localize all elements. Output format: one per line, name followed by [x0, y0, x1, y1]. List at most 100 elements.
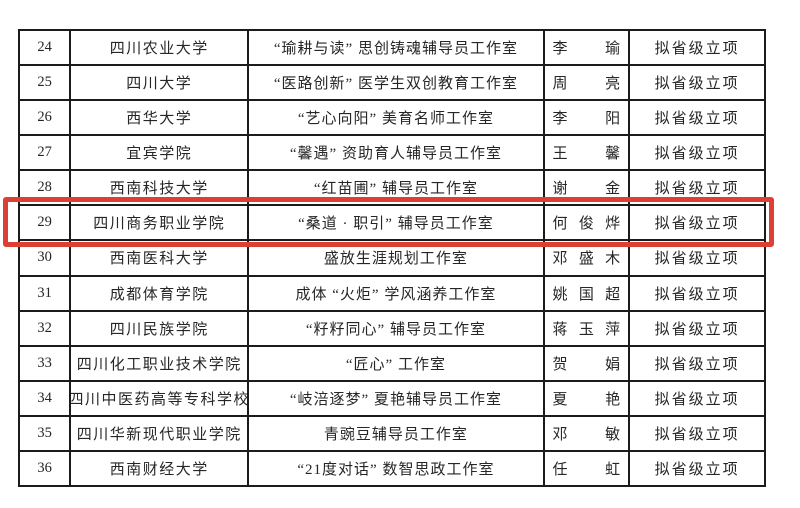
workshop-cell: “21度对话” 数智思政工作室	[249, 451, 543, 485]
workshop-name: “籽籽同心” 辅导员工作室	[305, 321, 486, 338]
row-number: 36	[37, 459, 52, 476]
workshop-cell: “籽籽同心” 辅导员工作室	[249, 311, 543, 345]
workshop-cell: “红苗圃” 辅导员工作室	[249, 171, 543, 205]
leader-name-char: 夏	[552, 391, 568, 408]
row-number-cell: 24	[20, 31, 70, 65]
leader-name-char: 盛	[578, 251, 594, 268]
status-label: 拟省级立项	[654, 391, 740, 408]
university-name: 四川农业大学	[109, 41, 209, 58]
row-number-cell: 31	[20, 276, 70, 310]
university-cell: 四川农业大学	[71, 31, 248, 65]
status-label: 拟省级立项	[654, 426, 740, 443]
leader-name-cell: 夏艳	[544, 381, 629, 415]
row-number-cell: 32	[20, 311, 70, 345]
status-label: 拟省级立项	[654, 146, 740, 163]
leader-name-cell: 谢金	[544, 171, 629, 205]
university-cell: 四川商务职业学院	[71, 206, 248, 240]
leader-name-char: 蒋	[552, 321, 568, 338]
leader-name-char: 谢	[552, 181, 568, 198]
university-name: 四川大学	[126, 76, 193, 93]
university-cell: 西南财经大学	[71, 451, 248, 485]
row-number: 29	[37, 214, 52, 231]
workshop-cell: 成体 “火炬” 学风涵养工作室	[249, 276, 543, 310]
leader-name-cell: 李阳	[544, 101, 629, 135]
workshop-name: “岐涪逐梦” 夏艳辅导员工作室	[289, 391, 502, 408]
leader-name-char: 俊	[578, 216, 594, 233]
leader-name-cell: 周亮	[544, 66, 629, 100]
status-label: 拟省级立项	[654, 251, 740, 268]
status-cell: 拟省级立项	[630, 346, 764, 380]
status-label: 拟省级立项	[654, 216, 740, 233]
workshop-name: “21度对话” 数智思政工作室	[297, 461, 495, 478]
leader-name-char: 超	[605, 286, 621, 303]
leader-name-cell: 蒋玉萍	[544, 311, 629, 345]
status-cell: 拟省级立项	[630, 171, 764, 205]
university-cell: 四川中医药高等专科学校	[71, 381, 248, 415]
university-cell: 西南科技大学	[71, 171, 248, 205]
row-number: 26	[37, 109, 52, 126]
row-number: 24	[37, 39, 52, 56]
leader-name-cell: 姚国超	[544, 276, 629, 310]
university-cell: 西华大学	[71, 101, 248, 135]
leader-name-char: 烨	[605, 216, 621, 233]
leader-name-cell: 邓盛木	[544, 241, 629, 275]
workshop-name: 青豌豆辅导员工作室	[323, 426, 468, 443]
leader-name-char: 邓	[552, 251, 568, 268]
row-number-cell: 34	[20, 381, 70, 415]
leader-name-cell: 贺娟	[544, 346, 629, 380]
row-number-cell: 26	[20, 101, 70, 135]
university-name: 西华大学	[126, 111, 193, 128]
leader-name-char: 瑜	[605, 41, 621, 58]
university-name: 西南医科大学	[109, 251, 209, 268]
row-number: 34	[37, 389, 52, 406]
university-name: 成都体育学院	[109, 286, 209, 303]
status-label: 拟省级立项	[654, 41, 740, 58]
status-cell: 拟省级立项	[630, 206, 764, 240]
status-cell: 拟省级立项	[630, 101, 764, 135]
workshop-cell: “匠心” 工作室	[249, 346, 543, 380]
university-cell: 成都体育学院	[71, 276, 248, 310]
workshop-name: 盛放生涯规划工作室	[323, 251, 468, 268]
row-number: 31	[37, 284, 52, 301]
university-name: 宜宾学院	[126, 146, 193, 163]
status-label: 拟省级立项	[654, 461, 740, 478]
leader-name-char: 娟	[605, 356, 621, 373]
leader-name-char: 何	[552, 216, 568, 233]
leader-name-char: 阳	[605, 111, 621, 128]
status-cell: 拟省级立项	[630, 276, 764, 310]
leader-name-char: 玉	[578, 321, 594, 338]
workshop-cell: “馨遇” 资助育人辅导员工作室	[249, 136, 543, 170]
workshop-name: “匠心” 工作室	[345, 356, 446, 373]
leader-name-char: 萍	[605, 321, 621, 338]
row-number: 30	[37, 249, 52, 266]
row-number-cell: 29	[20, 206, 70, 240]
workshop-name: “瑜耕与读” 思创铸魂辅导员工作室	[273, 41, 518, 58]
workshop-cell: “艺心向阳” 美育名师工作室	[249, 101, 543, 135]
leader-name-char: 虹	[605, 461, 621, 478]
workshop-name: “桑道 · 职引” 辅导员工作室	[298, 216, 494, 233]
leader-name-char: 金	[605, 181, 621, 198]
university-name: 四川商务职业学院	[93, 216, 226, 233]
leader-name-cell: 王馨	[544, 136, 629, 170]
university-name: 四川民族学院	[109, 321, 209, 338]
leader-name-cell: 李瑜	[544, 31, 629, 65]
status-cell: 拟省级立项	[630, 381, 764, 415]
leader-name-char: 艳	[605, 391, 621, 408]
leader-name-cell: 邓敏	[544, 416, 629, 450]
row-number-cell: 27	[20, 136, 70, 170]
row-number: 27	[37, 144, 52, 161]
projects-table: 24 四川农业大学 “瑜耕与读” 思创铸魂辅导员工作室 李瑜 拟省级立项 25 …	[18, 29, 766, 487]
university-name: 四川化工职业技术学院	[76, 356, 242, 373]
leader-name-char: 任	[552, 461, 568, 478]
university-cell: 四川大学	[71, 66, 248, 100]
workshop-name: 成体 “火炬” 学风涵养工作室	[295, 286, 497, 303]
leader-name-char: 贺	[552, 356, 568, 373]
leader-name-cell: 任虹	[544, 451, 629, 485]
workshop-cell: 青豌豆辅导员工作室	[249, 416, 543, 450]
row-number: 35	[37, 424, 52, 441]
leader-name-cell: 何俊烨	[544, 206, 629, 240]
leader-name-char: 王	[552, 146, 568, 163]
leader-name-char: 姚	[552, 286, 568, 303]
university-cell: 四川华新现代职业学院	[71, 416, 248, 450]
row-number-cell: 30	[20, 241, 70, 275]
